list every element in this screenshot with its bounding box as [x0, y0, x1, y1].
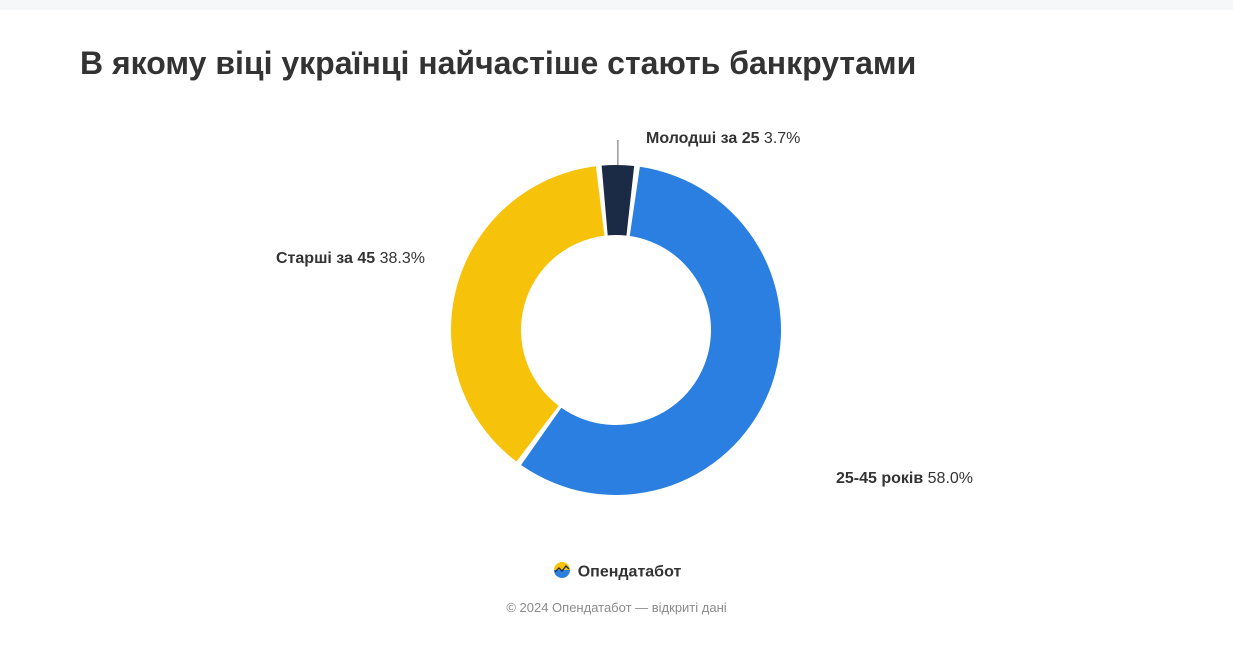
page: В якому віці українці найчастіше стають …	[0, 10, 1233, 655]
chart-container: Молодші за 25 3.7% 25-45 років 58.0% Старш…	[0, 110, 1233, 550]
slice-label: 25-45 років 58.0%	[836, 470, 973, 488]
copyright-text: © 2024 Опендатабот — відкриті дані	[0, 600, 1233, 615]
brand-name: Опендатабот	[578, 564, 682, 581]
donut-chart	[0, 110, 1233, 550]
slice-label-value: 58.0%	[923, 470, 973, 487]
slice-label-category: Молодші за 25	[646, 130, 759, 147]
slice-label: Старші за 45 38.3%	[276, 250, 425, 268]
slice-label: Молодші за 25 3.7%	[646, 130, 800, 148]
slice-label-category: 25-45 років	[836, 470, 923, 487]
brand-logo-icon	[552, 560, 572, 585]
slice-label-value: 38.3%	[375, 250, 425, 267]
brand-row: Опендатабот	[0, 560, 1233, 585]
donut-slice	[451, 166, 604, 461]
slice-label-category: Старші за 45	[276, 250, 375, 267]
chart-title: В якому віці українці найчастіше стають …	[80, 45, 916, 82]
donut-slice	[602, 165, 635, 236]
top-spacer	[0, 0, 1233, 10]
slice-label-value: 3.7%	[759, 130, 800, 147]
